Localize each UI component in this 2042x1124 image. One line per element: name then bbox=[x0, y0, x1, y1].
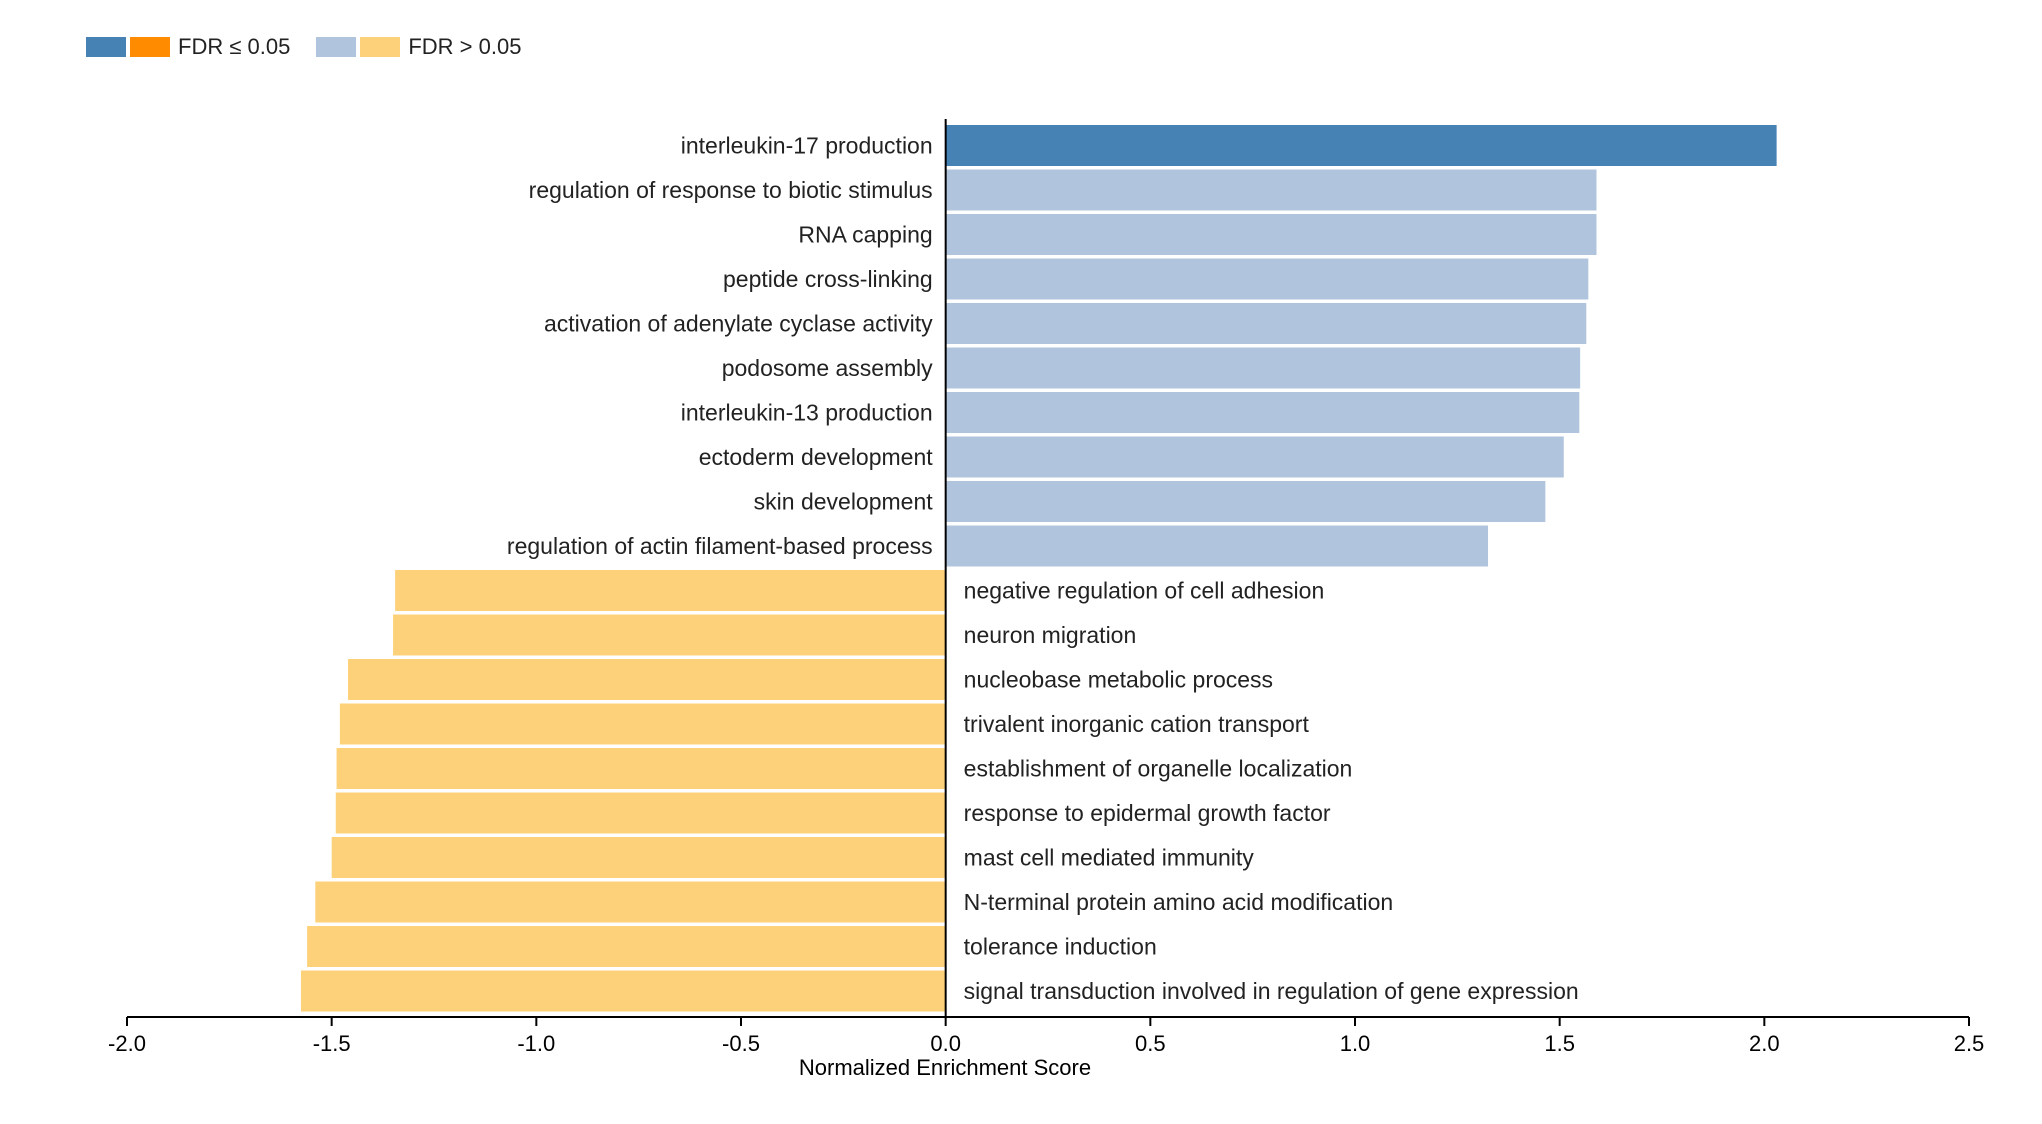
legend-swatch-pos-nonsig bbox=[316, 37, 357, 57]
bar-16 bbox=[331, 837, 946, 878]
legend-swatch-neg-nonsig bbox=[360, 37, 401, 57]
x-tick-label-1: -1.5 bbox=[313, 1031, 351, 1056]
bar-label-7: ectoderm development bbox=[699, 444, 934, 470]
x-tick-label-8: 2.0 bbox=[1749, 1031, 1780, 1056]
bar-label-13: trivalent inorganic cation transport bbox=[964, 711, 1310, 737]
legend: FDR ≤ 0.05 FDR > 0.05 bbox=[86, 34, 547, 60]
bar-label-15: response to epidermal growth factor bbox=[964, 800, 1331, 826]
bar-label-8: skin development bbox=[754, 489, 934, 515]
bar-13 bbox=[339, 703, 946, 745]
legend-label-significant: FDR ≤ 0.05 bbox=[178, 34, 291, 59]
bar-label-6: interleukin-13 production bbox=[681, 400, 933, 426]
bars-group bbox=[300, 125, 1777, 1012]
bar-label-9: regulation of actin filament-based proce… bbox=[507, 533, 933, 559]
bar-label-14: establishment of organelle localization bbox=[964, 756, 1353, 782]
bar-8 bbox=[945, 481, 1546, 522]
bar-label-0: interleukin-17 production bbox=[681, 133, 933, 159]
x-tick-label-2: -1.0 bbox=[517, 1031, 555, 1056]
bar-label-17: N-terminal protein amino acid modificati… bbox=[964, 889, 1394, 915]
bar-6 bbox=[945, 392, 1580, 433]
bar-3 bbox=[945, 258, 1589, 300]
bar-7 bbox=[945, 436, 1564, 478]
bar-label-3: peptide cross-linking bbox=[723, 266, 933, 292]
bar-10 bbox=[395, 570, 946, 611]
x-axis: -2.0 -1.5 -1.0 -0.5 0.0 0.5 1.0 1.5 2.0 2.5 bbox=[108, 119, 1984, 1056]
x-tick-label-0: -2.0 bbox=[108, 1031, 146, 1056]
bar-15 bbox=[335, 792, 946, 834]
legend-swatch-neg-sig bbox=[130, 37, 170, 57]
bar-12 bbox=[348, 659, 946, 700]
bar-5 bbox=[945, 347, 1581, 389]
bar-14 bbox=[336, 748, 946, 789]
bar-label-16: mast cell mediated immunity bbox=[964, 845, 1255, 871]
x-tick-label-5: 0.5 bbox=[1135, 1031, 1166, 1056]
bar-label-10: negative regulation of cell adhesion bbox=[964, 578, 1325, 604]
bar-labels-group: interleukin-17 production regulation of r… bbox=[507, 133, 1579, 1005]
legend-label-nonsignificant: FDR > 0.05 bbox=[408, 34, 522, 59]
legend-swatch-pos-sig bbox=[86, 37, 126, 57]
bar-label-12: nucleobase metabolic process bbox=[964, 667, 1273, 693]
bar-9 bbox=[945, 525, 1489, 567]
bar-11 bbox=[393, 614, 946, 656]
x-tick-label-7: 1.5 bbox=[1544, 1031, 1575, 1056]
x-tick-label-3: -0.5 bbox=[722, 1031, 760, 1056]
bar-label-18: tolerance induction bbox=[964, 934, 1157, 960]
bar-label-19: signal transduction involved in regulati… bbox=[964, 978, 1579, 1004]
x-tick-label-9: 2.5 bbox=[1954, 1031, 1985, 1056]
bar-1 bbox=[945, 169, 1597, 211]
bar-label-2: RNA capping bbox=[798, 222, 932, 248]
bar-18 bbox=[307, 926, 946, 967]
bar-19 bbox=[300, 970, 946, 1012]
x-axis-label: Normalized Enrichment Score bbox=[799, 1055, 1091, 1080]
bar-2 bbox=[945, 214, 1597, 255]
bar-label-5: podosome assembly bbox=[722, 355, 933, 381]
x-tick-label-6: 1.0 bbox=[1340, 1031, 1371, 1056]
bar-label-11: neuron migration bbox=[964, 622, 1137, 648]
bar-4 bbox=[945, 303, 1587, 344]
bar-17 bbox=[315, 881, 946, 923]
x-tick-label-4: 0.0 bbox=[930, 1031, 961, 1056]
bar-label-1: regulation of response to biotic stimulu… bbox=[529, 177, 933, 203]
bar-label-4: activation of adenylate cyclase activity bbox=[544, 311, 933, 337]
bar-0 bbox=[945, 125, 1777, 166]
